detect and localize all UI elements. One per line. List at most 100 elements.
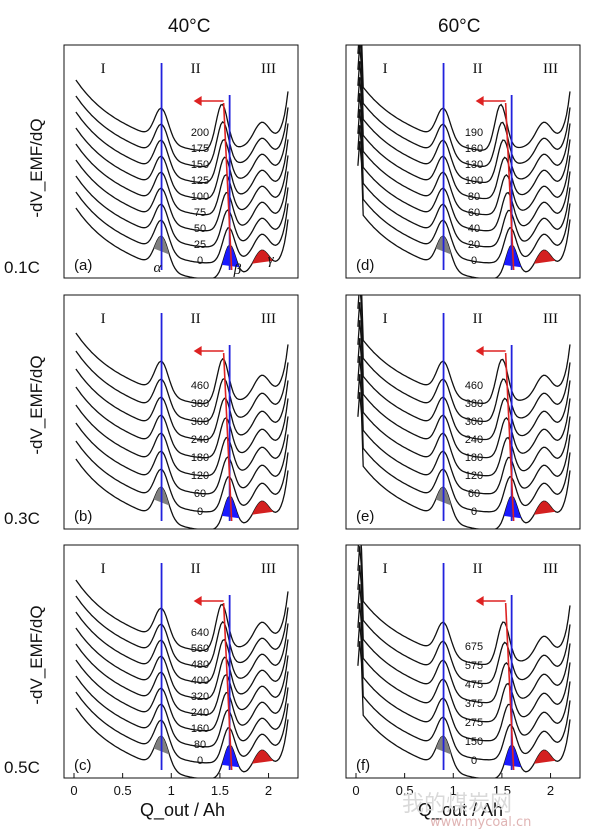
row-label-05C: 0.5C: [4, 758, 40, 777]
cycle-label: 300: [465, 416, 483, 428]
curve-cycle-375: [357, 584, 571, 723]
panel-letter: (f): [356, 757, 370, 774]
cycle-label: 320: [191, 691, 209, 703]
curve-cycle-120: [357, 356, 571, 495]
curve-cycle-190: [361, 45, 571, 151]
curve-cycle-460: [75, 332, 289, 405]
gamma-peak-fill: [252, 250, 274, 264]
x-tick-label: 2: [547, 783, 554, 798]
region-label-I: I: [383, 561, 388, 577]
panel-letter: (d): [356, 257, 374, 274]
x-tick-label: 0.5: [114, 783, 132, 798]
row-label-01C: 0.1C: [4, 258, 40, 277]
cycle-label: 300: [191, 416, 209, 428]
cycle-label: 575: [465, 660, 483, 672]
curves: [75, 579, 289, 778]
cycle-label: 460: [465, 380, 483, 392]
curve-cycle-380: [75, 350, 289, 423]
panel-letter: (c): [74, 757, 92, 774]
panel-letter: (b): [74, 508, 92, 525]
curve-cycle-640: [75, 579, 289, 652]
cycle-label: 560: [191, 643, 209, 655]
curve-cycle-25: [75, 191, 289, 264]
x-tick-label: 1: [450, 783, 457, 798]
cycle-label: 60: [468, 207, 480, 219]
cycle-label: 120: [191, 470, 209, 482]
gamma-peak-fill: [252, 750, 274, 764]
curve-cycle-60: [357, 374, 571, 513]
cycle-label: 375: [465, 698, 483, 710]
curves: [357, 295, 571, 529]
curve-cycle-160: [357, 45, 571, 167]
region-label-II: II: [191, 61, 201, 77]
beta-shift-line: [504, 602, 515, 771]
cycle-label: 0: [471, 506, 477, 518]
curve-cycle-180: [357, 338, 571, 477]
curve-cycle-400: [75, 627, 289, 700]
curve-cycle-300: [357, 302, 571, 441]
cycle-label: 80: [468, 191, 480, 203]
gamma-peak-fill: [534, 750, 556, 764]
alpha-label: α: [154, 260, 163, 276]
curve-cycle-675: [357, 545, 571, 666]
curves: [357, 545, 571, 778]
curve-cycle-60: [75, 440, 289, 513]
cycle-label: 40: [468, 223, 480, 235]
shift-arrow-head: [475, 596, 484, 606]
beta-shift-line: [222, 352, 233, 522]
region-label-I: I: [101, 61, 106, 77]
panel-letter: (a): [74, 257, 92, 274]
beta-label: β: [233, 262, 242, 278]
region-label-I: I: [101, 311, 106, 327]
panel-frame: [63, 544, 299, 779]
panel-frame: [63, 294, 299, 530]
x-axis-label-right: Q_out / Ah: [418, 800, 504, 820]
cycle-label: 460: [191, 380, 209, 392]
region-label-III: III: [543, 61, 558, 77]
cycle-label: 675: [465, 641, 483, 653]
cycle-label: 400: [191, 675, 209, 687]
cycle-label: 50: [194, 223, 206, 235]
cycle-label: 240: [191, 707, 209, 719]
curve-cycle-75: [75, 159, 289, 232]
curve-cycle-40: [357, 109, 571, 248]
y-axis-label-row3: -dV_EMF/dQ: [27, 605, 46, 705]
cycle-label: 0: [471, 755, 477, 767]
gamma-peak-fill: [252, 501, 274, 515]
cycle-label: 475: [465, 679, 483, 691]
cycle-label: 275: [465, 717, 483, 729]
cycle-label: 20: [468, 239, 480, 251]
curves: [357, 45, 571, 278]
curves: [75, 332, 289, 529]
panel-frame: [63, 44, 299, 279]
cycle-label: 380: [191, 398, 209, 410]
cycle-label: 0: [197, 506, 203, 518]
curve-cycle-380: [357, 295, 571, 423]
cycle-label: 180: [465, 452, 483, 464]
panel-frame: [345, 544, 581, 779]
curve-cycle-575: [357, 546, 571, 685]
column-title-60C: 60°C: [438, 16, 481, 37]
watermark: 我的煤炭网: [402, 792, 513, 817]
cycle-label: 240: [465, 434, 483, 446]
curve-cycle-150: [357, 622, 571, 761]
curve-cycle-560: [75, 595, 289, 668]
curve-cycle-100: [357, 61, 571, 200]
x-tick-label: 0: [352, 783, 359, 798]
panel-frame: [345, 44, 581, 279]
cycle-label: 100: [465, 175, 483, 187]
cycle-label: 75: [194, 207, 206, 219]
region-label-I: I: [383, 61, 388, 77]
curve-cycle-475: [357, 565, 571, 704]
cycle-label: 60: [468, 488, 480, 500]
cycle-label: 160: [465, 143, 483, 155]
x-tick-label: 1.5: [493, 783, 511, 798]
curve-cycle-240: [75, 659, 289, 732]
curve-cycle-200: [75, 79, 289, 152]
curve-cycle-100: [75, 143, 289, 216]
